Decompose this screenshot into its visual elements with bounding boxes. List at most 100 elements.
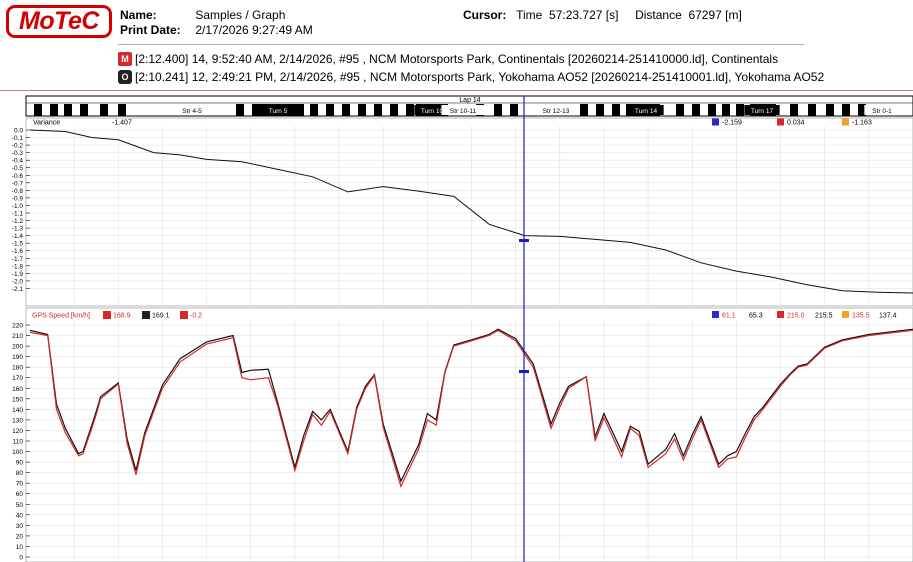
time-label: Time — [516, 8, 543, 22]
segment-label: Str 12-13 — [543, 108, 570, 115]
track-block — [406, 104, 414, 116]
continentals-session-icon: M — [118, 52, 132, 66]
segment-label: Str 0-1 — [872, 108, 892, 115]
variance-tick-label: -1.9 — [12, 271, 24, 278]
track-block — [374, 104, 382, 116]
speed-tick-label: 160 — [12, 386, 23, 393]
segment-label: Str 10-11 — [450, 108, 477, 115]
segment-box — [534, 105, 578, 115]
speed-min-icon — [712, 311, 719, 318]
motec-logo: MoTeC — [6, 5, 112, 38]
speed-pane: GPS Speed [km/h] 168.9 169.1 -0.2 61.1 6… — [12, 307, 913, 562]
track-block — [80, 104, 88, 116]
variance-tick-label: -2.1 — [12, 286, 24, 293]
speed-tick-label: 170 — [12, 375, 23, 382]
continentals-legend-icon — [103, 311, 111, 319]
segment-box — [174, 105, 210, 115]
variance-tick-label: -1.6 — [12, 248, 24, 255]
speed-tick-label: 120 — [12, 428, 23, 435]
track-block — [736, 104, 744, 116]
segment-box — [262, 105, 294, 115]
track-strip: Lap 14 Str 4-5 Turn 5 Turn 10 Str 10-11 Str … — [25, 95, 913, 117]
speed-max-icon — [777, 311, 784, 318]
segment-box — [441, 105, 485, 115]
speed-tick-label: 10 — [16, 544, 24, 551]
speed-channel-label: GPS Speed [km/h] — [32, 313, 90, 320]
max-marker-icon — [777, 118, 784, 126]
segment-box — [414, 105, 450, 115]
variance-tick-label: -1.8 — [12, 263, 24, 270]
cursor-label: Cursor: — [463, 8, 507, 22]
lap-label: Lap 14 — [459, 97, 481, 104]
segment-box — [864, 105, 900, 115]
track-block — [236, 104, 244, 116]
speed-tick-label: 20 — [16, 533, 24, 540]
min-marker-icon — [712, 118, 719, 126]
name-value: Samples / Graph — [195, 8, 286, 22]
track-block — [358, 104, 366, 116]
segment-label: Turn 14 — [635, 108, 658, 115]
session-2-text: [2:10.241] 12, 2:49:21 PM, 2/14/2026, #9… — [135, 70, 825, 84]
variance-max: 0.034 — [787, 120, 805, 127]
speed-tick-label: 0 — [19, 555, 23, 562]
session-row-2[interactable]: O [2:10.241] 12, 2:49:21 PM, 2/14/2026, … — [118, 70, 824, 84]
speed-tick-label: 210 — [12, 333, 23, 340]
track-block — [826, 104, 834, 116]
speed-min-black: 65.3 — [749, 313, 763, 320]
segment-box — [628, 105, 664, 115]
variance-cursor-value: -1.407 — [112, 120, 132, 127]
track-block — [808, 104, 816, 116]
track-block — [310, 104, 318, 116]
name-label: Name: — [120, 8, 157, 22]
track-block — [50, 104, 58, 116]
header-divider — [118, 44, 804, 45]
speed-tick-label: 180 — [12, 365, 23, 372]
session-row-1[interactable]: M [2:12.400] 14, 9:52:40 AM, 2/14/2026, … — [118, 52, 778, 66]
variance-tick-label: -0.1 — [12, 135, 24, 142]
track-block — [326, 104, 334, 116]
variance-tick-label: -0.3 — [12, 150, 24, 157]
speed-tick-label: 150 — [12, 396, 23, 403]
track-block — [390, 104, 398, 116]
track-block — [64, 104, 72, 116]
speed-tick-label: 200 — [12, 344, 23, 351]
speed-delta-black: 137.4 — [879, 313, 897, 320]
variance-line — [29, 129, 913, 294]
speed-delta-red: 135.5 — [852, 313, 870, 320]
variance-tick-label: -1.0 — [12, 203, 24, 210]
yokohama-speed-line — [29, 328, 913, 483]
segment-box — [744, 105, 780, 115]
segment-label: Str 4-5 — [182, 108, 202, 115]
speed-tick-label: 60 — [16, 491, 24, 498]
track-block — [612, 104, 620, 116]
speed-tick-label: 220 — [12, 323, 23, 330]
speed-tick-label: 70 — [16, 481, 24, 488]
track-block — [118, 104, 126, 116]
variance-tick-label: -0.7 — [12, 180, 24, 187]
track-block — [842, 104, 850, 116]
cursor-readout: Cursor: Time 57:23.727 [s] Distance 6729… — [463, 8, 742, 22]
variance-channel-label: Variance — [33, 120, 60, 127]
variance-delta: -1.163 — [852, 120, 872, 127]
track-block — [100, 104, 108, 116]
track-block — [494, 104, 502, 116]
variance-tick-label: 0.0 — [14, 128, 23, 135]
time-cursor[interactable] — [519, 96, 529, 562]
print-date-value: 2/17/2026 9:27:49 AM — [195, 23, 313, 37]
variance-min: -2.159 — [722, 120, 742, 127]
track-block — [510, 104, 518, 116]
distance-value: 67297 [m] — [688, 8, 742, 22]
segment-label: Turn 5 — [269, 108, 288, 115]
continentals-cursor-speed: 168.9 — [113, 313, 131, 320]
track-block — [676, 104, 684, 116]
session-1-text: [2:12.400] 14, 9:52:40 AM, 2/14/2026, #9… — [135, 52, 779, 66]
speed-legend: 168.9 169.1 -0.2 — [103, 311, 202, 320]
track-block — [342, 104, 350, 116]
yokohama-cursor-speed: 169.1 — [152, 313, 170, 320]
track-block — [596, 104, 604, 116]
segment-label: Turn 10 — [421, 108, 444, 115]
speed-tick-label: 110 — [13, 439, 24, 446]
distance-label: Distance — [635, 8, 682, 22]
track-block — [708, 104, 716, 116]
